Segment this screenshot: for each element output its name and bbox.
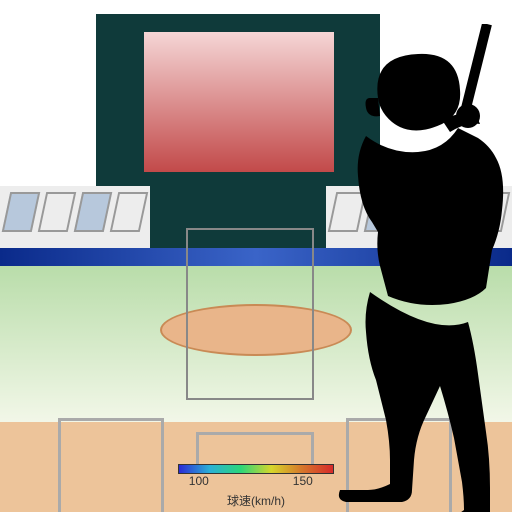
colorbar-tick: 100 <box>189 474 209 488</box>
batter-box-left <box>58 418 164 512</box>
batter-silhouette <box>300 24 512 512</box>
pitch-location-diagram: 100150 球速(km/h) <box>0 0 512 512</box>
strike-zone <box>186 228 314 400</box>
